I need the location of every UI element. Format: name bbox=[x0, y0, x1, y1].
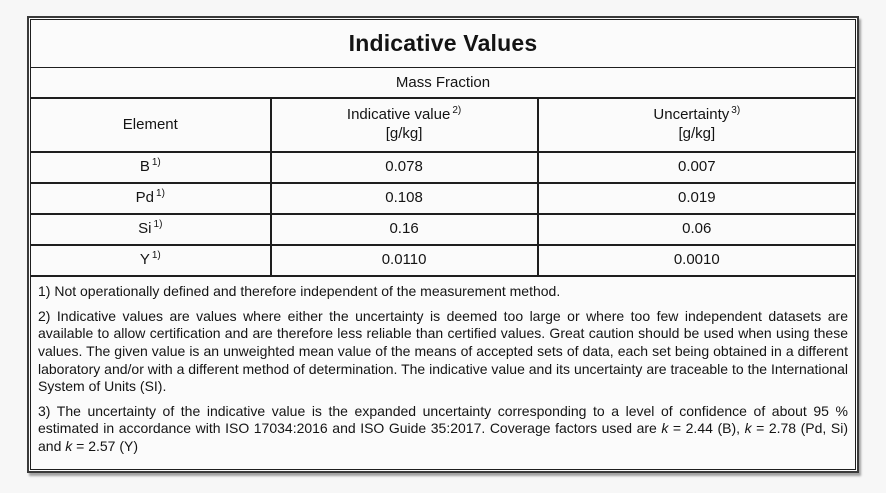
footnote-1: 1) Not operationally defined and therefo… bbox=[38, 283, 561, 299]
element-symbol: B bbox=[139, 158, 150, 176]
element-footnote-ref: 1) bbox=[156, 188, 165, 200]
title-row: Indicative Values bbox=[31, 20, 855, 68]
indicative-values-table: Indicative Values Mass Fraction Element … bbox=[27, 16, 859, 473]
coverage-factor-k: k bbox=[744, 420, 752, 437]
column-header-row: Element Indicative value 2) [g/kg] Uncert… bbox=[31, 99, 855, 153]
table-row-y: Y 1) 0.0110 0.0010 bbox=[31, 246, 855, 277]
uncertainty-footnote-ref: 3) bbox=[731, 105, 741, 117]
column-header-element: Element bbox=[31, 99, 272, 151]
uncertainty-cell: 0.0010 bbox=[673, 251, 720, 269]
mass-fraction-label: Mass Fraction bbox=[395, 74, 491, 91]
subtitle-row: Mass Fraction bbox=[31, 68, 855, 99]
indicative-value-cell: 0.0110 bbox=[272, 246, 539, 275]
element-header-label: Element bbox=[122, 115, 178, 133]
table-row-si: Si 1) 0.16 0.06 bbox=[31, 215, 855, 246]
element-cell: Si 1) bbox=[31, 215, 272, 244]
column-header-uncertainty: Uncertainty 3) [g/kg] bbox=[539, 99, 855, 151]
coverage-factor-k: k bbox=[661, 420, 669, 437]
indicative-value-unit: [g/kg] bbox=[385, 125, 423, 142]
indicative-value-cell: 0.078 bbox=[272, 153, 539, 182]
uncertainty-unit: [g/kg] bbox=[678, 125, 716, 142]
footnote-2: 2) Indicative values are values where ei… bbox=[38, 307, 848, 395]
element-cell: B 1) bbox=[31, 153, 272, 182]
table-row-b: B 1) 0.078 0.007 bbox=[31, 153, 855, 184]
element-footnote-ref: 1) bbox=[151, 250, 161, 262]
indicative-value-footnote-ref: 2) bbox=[452, 105, 462, 117]
document-title: Indicative Values bbox=[348, 30, 538, 56]
uncertainty-header-label: Uncertainty bbox=[653, 106, 730, 124]
indicative-value-header-label: Indicative value bbox=[346, 106, 451, 124]
footnotes-section: 1) Not operationally defined and therefo… bbox=[31, 277, 855, 469]
element-footnote-ref: 1) bbox=[151, 157, 161, 169]
element-symbol: Y bbox=[139, 251, 150, 269]
indicative-value-cell: 0.16 bbox=[272, 215, 539, 244]
column-header-indicative-value: Indicative value 2) [g/kg] bbox=[272, 99, 539, 151]
element-cell: Pd 1) bbox=[31, 184, 272, 213]
uncertainty-cell: 0.06 bbox=[682, 220, 712, 238]
table-inner-frame: Indicative Values Mass Fraction Element … bbox=[30, 19, 856, 470]
element-cell: Y 1) bbox=[31, 246, 272, 275]
uncertainty-cell: 0.007 bbox=[678, 158, 716, 176]
coverage-factor-k: k bbox=[65, 438, 73, 454]
table-row-pd: Pd 1) 0.108 0.019 bbox=[31, 184, 855, 215]
element-symbol: Si bbox=[138, 220, 152, 238]
element-footnote-ref: 1) bbox=[153, 219, 163, 231]
footnote-3: 3) The uncertainty of the indicative val… bbox=[38, 402, 848, 454]
indicative-value-cell: 0.108 bbox=[272, 184, 539, 213]
uncertainty-cell: 0.019 bbox=[678, 189, 716, 207]
element-symbol: Pd bbox=[135, 189, 155, 207]
